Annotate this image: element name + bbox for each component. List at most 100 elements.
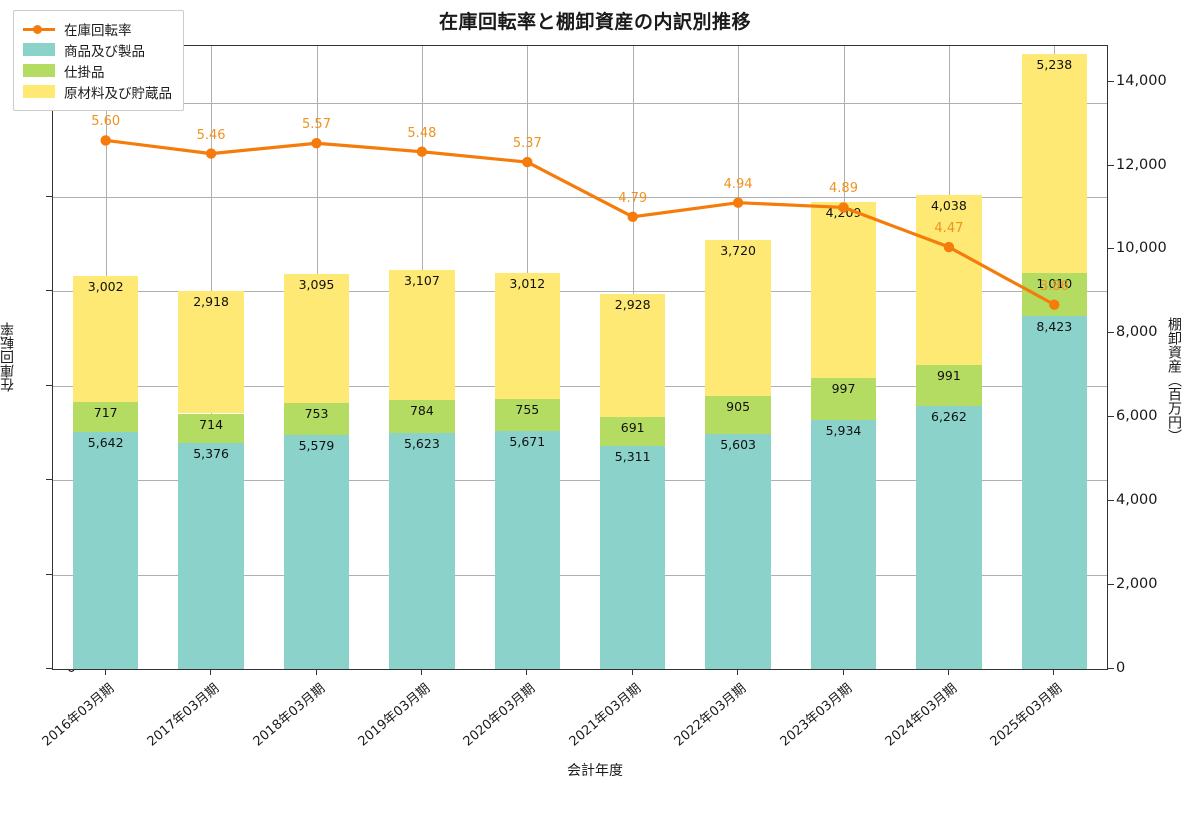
- x-axis-label: 会計年度: [567, 763, 623, 779]
- ratio-value-label: 4.94: [723, 176, 753, 192]
- bar-segment: [73, 276, 139, 403]
- bar-value-label: 997: [831, 381, 856, 397]
- bar-segment: [600, 446, 666, 669]
- y-axis-left-label: 在庫回転率: [0, 322, 16, 392]
- bar-segment: [916, 406, 982, 669]
- ratio-value-label: 5.46: [196, 127, 226, 143]
- y-axis-left-tick-mark: [46, 668, 52, 669]
- bar-value-label: 755: [515, 402, 540, 418]
- legend-line-marker: [23, 22, 55, 35]
- plot-area: 5,642 717 3,002 5,376 714 2,918 5,579 753 3,095 5…: [52, 45, 1108, 670]
- bar-value-label: 691: [620, 420, 645, 436]
- x-axis-tick-mark: [947, 670, 949, 675]
- bar-segment: [389, 400, 455, 434]
- ratio-value-label: 3.86: [1039, 278, 1069, 294]
- bar-value-label: 991: [936, 367, 961, 383]
- bar-value-label: 5,376: [193, 446, 229, 462]
- bar-value-label: 5,934: [825, 423, 862, 439]
- legend-item[interactable]: 原材料及び貯蔵品: [23, 81, 172, 102]
- y-axis-right-tick-mark: [1108, 164, 1114, 166]
- bar-segment: [705, 239, 771, 396]
- x-axis-tick-mark: [1053, 670, 1055, 675]
- y-axis-right-tick-label: 6,000: [1116, 408, 1158, 425]
- bar-segment: [283, 273, 350, 404]
- bar-segment: [73, 432, 139, 669]
- bar-segment: [600, 294, 666, 418]
- y-axis-right-tick-mark: [1108, 248, 1114, 250]
- y-axis-left-tick-mark: [46, 479, 52, 481]
- bar-value-label: 3,720: [720, 242, 756, 258]
- legend-item[interactable]: 商品及び製品: [23, 39, 172, 60]
- legend-color-swatch: [23, 43, 55, 56]
- bar-segment: [494, 431, 560, 669]
- chart-title: 在庫回転率と棚卸資産の内訳別推移: [438, 11, 751, 33]
- bar-segment: [283, 403, 350, 435]
- legend-item[interactable]: 仕掛品: [23, 60, 172, 81]
- y-axis-left-tick-mark: [46, 384, 52, 386]
- y-axis-right-tick-label: 2,000: [1116, 576, 1158, 593]
- y-axis-right-tick-mark: [1108, 668, 1114, 669]
- bar-segment: [705, 433, 771, 669]
- x-axis-tick-mark: [631, 670, 633, 675]
- x-axis-tick-mark: [420, 670, 422, 675]
- legend-item[interactable]: 在庫回転率: [23, 18, 172, 39]
- legend-item-label: 在庫回転率: [64, 22, 132, 39]
- y-axis-right-tick-mark: [1108, 80, 1114, 82]
- bar-value-label: 3,107: [403, 272, 440, 288]
- bar-segment: [389, 269, 455, 401]
- bar-segment: [810, 420, 877, 669]
- bar-value-label: 5,579: [298, 437, 335, 453]
- bar-segment: [178, 443, 244, 669]
- bar-segment: [916, 364, 982, 407]
- x-axis-tick-mark: [104, 670, 106, 675]
- bar-value-label: 3,002: [87, 279, 124, 295]
- legend-item-label: 商品及び製品: [64, 43, 145, 60]
- bar-value-label: 5,603: [720, 436, 756, 452]
- y-axis-right-tick-label: 8,000: [1116, 324, 1158, 341]
- ratio-value-label: 5.37: [512, 136, 542, 152]
- ratio-value-label: 4.79: [618, 190, 648, 206]
- x-axis-tick-mark: [526, 670, 528, 675]
- legend-item-label: 仕掛品: [64, 64, 105, 81]
- bar-value-label: 3,095: [298, 276, 335, 292]
- x-axis-tick-mark: [842, 670, 844, 675]
- bar-value-label: 5,642: [87, 435, 124, 451]
- bar-value-label: 5,623: [403, 436, 440, 452]
- bar-segment: [494, 273, 560, 400]
- x-axis-tick-mark: [210, 670, 212, 675]
- bar-segment: [178, 291, 244, 414]
- y-axis-right-tick-mark: [1108, 416, 1114, 418]
- bar-value-label: 5,238: [1036, 56, 1073, 72]
- y-axis-right-tick-mark: [1108, 500, 1114, 502]
- bar-value-label: 2,928: [614, 297, 651, 313]
- bar-value-label: 2,918: [193, 294, 229, 310]
- ratio-value-label: 5.60: [91, 114, 121, 130]
- bar-value-label: 8,423: [1036, 318, 1073, 334]
- bar-value-label: 753: [304, 406, 329, 422]
- x-axis-tick-label: 2016年03月期: [39, 681, 117, 750]
- bar-value-label: 5,671: [509, 434, 546, 450]
- bar-segment: [178, 413, 244, 444]
- bar-segment: [705, 395, 771, 434]
- y-axis-right-tick-label: 12,000: [1116, 156, 1167, 173]
- bar-value-label: 5,311: [614, 449, 651, 465]
- bar-segment: [283, 434, 350, 669]
- bar-segment: [810, 378, 877, 421]
- gridline-horizontal: [53, 574, 1107, 576]
- y-axis-right-label: 棚卸資産（百万円）: [1166, 317, 1182, 443]
- chart-figure: 在庫回転率と棚卸資産の内訳別推移 在庫回転率 棚卸資産（百万円） 会計年度 0 1…: [0, 10, 1182, 779]
- bar-value-label: 717: [93, 405, 118, 421]
- ratio-value-label: 4.47: [934, 221, 964, 237]
- legend-color-swatch: [23, 64, 55, 77]
- ratio-value-label: 4.89: [829, 181, 858, 197]
- ratio-value-label: 5.57: [302, 117, 331, 133]
- bar-segment: [810, 201, 877, 379]
- bar-value-label: 784: [409, 403, 434, 419]
- y-axis-right-tick-label: 0: [1116, 660, 1126, 676]
- bar-value-label: 4,038: [930, 198, 967, 214]
- ratio-value-label: 5.48: [407, 125, 437, 141]
- x-axis-tick-mark: [315, 670, 317, 675]
- y-axis-right-tick-label: 14,000: [1116, 72, 1167, 89]
- gridline-horizontal: [53, 385, 1107, 387]
- gridline-horizontal: [53, 480, 1107, 482]
